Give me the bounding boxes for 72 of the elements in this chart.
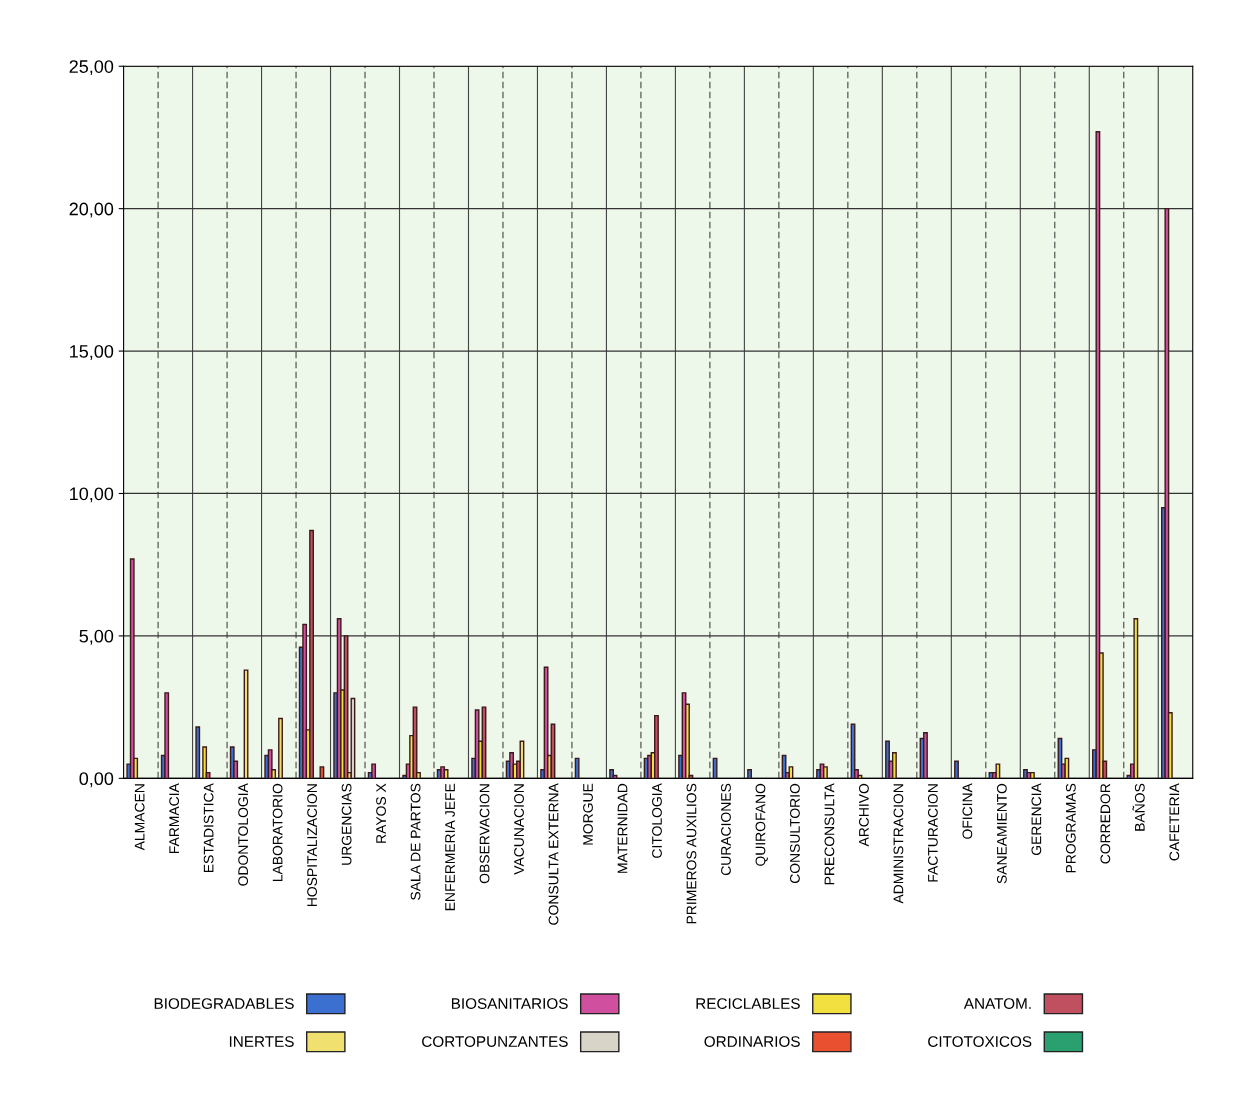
y-tick-label: 15,00	[70, 345, 114, 360]
legend-label: BIOSANITARIOS	[451, 998, 568, 1009]
legend-label: BIODEGRADABLES	[154, 998, 294, 1009]
x-tick-label: MORGUE	[583, 783, 593, 845]
bar	[129, 558, 135, 779]
x-tick-label: FACTURACION	[927, 784, 938, 882]
x-tick-label: CITOLOGIA	[652, 783, 662, 858]
x-tick-label: RAYOS X	[376, 783, 386, 843]
x-tick-label: VACUNACION	[514, 784, 524, 875]
bar	[164, 692, 170, 779]
legend-label: ANATOM.	[963, 998, 1031, 1009]
y-tick-label: 0,00	[79, 772, 114, 788]
x-tick-label: OFICINA	[962, 783, 973, 839]
bar	[609, 769, 615, 779]
legend-label: CORTOPUNZANTES	[422, 1036, 568, 1047]
legend-label: RECICLABLES	[696, 998, 800, 1009]
x-tick-label: ADMINISTRACION	[893, 784, 904, 904]
x-tick-label: SANEAMIENTO	[996, 783, 1007, 884]
bar	[654, 714, 659, 779]
legend-label: ORDINARIOS	[704, 1036, 800, 1047]
bar	[195, 726, 201, 779]
legend-label: INERTES	[229, 1036, 294, 1047]
bar	[371, 763, 377, 779]
x-tick-label: OBSERVACION	[479, 784, 490, 884]
bar	[885, 740, 890, 779]
x-tick-label: PRECONSULTA	[824, 783, 835, 885]
x-tick-label: ESTADISTICA	[203, 783, 214, 873]
y-tick-label: 25,00	[69, 60, 114, 76]
x-tick-label: ALMACEN	[134, 784, 145, 851]
x-tick-label: CURACIONES	[721, 783, 731, 876]
x-tick-label: PRIMEROS AUXILIOS	[686, 783, 697, 924]
x-tick-label: URGENCIAS	[341, 783, 352, 865]
x-tick-label: HOSPITALIZACION	[307, 784, 318, 907]
bar	[891, 751, 897, 779]
y-tick-label: 20,00	[69, 202, 114, 218]
bar	[309, 529, 314, 779]
x-tick-label: MATERNIDAD	[617, 783, 628, 873]
bar	[302, 623, 308, 779]
legend-label: CITOTOXICOS	[928, 1036, 1032, 1047]
y-tick-label: 5,00	[79, 629, 114, 645]
x-tick-label: LABORATORIO	[272, 783, 283, 882]
x-tick-label: ENFERMERIA JEFE	[445, 783, 455, 911]
bar	[1133, 618, 1139, 779]
bar	[202, 746, 208, 779]
x-tick-label: SALA DE PARTOS	[410, 783, 421, 900]
x-tick-label: GERENCIA	[1031, 783, 1042, 856]
x-tick-label: CAFETERIA	[1169, 783, 1180, 861]
bar	[823, 766, 828, 779]
bar	[923, 732, 928, 779]
x-tick-label: ODONTOLOGIA	[238, 783, 249, 886]
x-tick-label: ARCHIVO	[858, 783, 869, 847]
bar	[954, 760, 959, 779]
x-tick-label: FARMACIA	[169, 783, 180, 854]
bar	[543, 666, 549, 779]
bar	[509, 751, 515, 779]
bar	[747, 769, 752, 779]
y-tick-label: 10,00	[70, 487, 114, 503]
x-tick-label: PROGRAMAS	[1065, 783, 1076, 873]
bar	[1064, 757, 1070, 779]
x-tick-label: CONSULTA EXTERNA	[548, 783, 559, 925]
x-tick-label: CONSULTORIO	[790, 783, 800, 884]
bar	[278, 717, 283, 779]
bar	[1095, 131, 1101, 779]
bar	[574, 757, 580, 779]
bar	[1164, 207, 1170, 779]
bar	[267, 749, 273, 779]
bar	[319, 766, 325, 779]
x-tick-label: QUIROFANO	[755, 783, 768, 866]
x-tick-label: CORREDOR	[1100, 783, 1111, 864]
bar	[1023, 769, 1028, 779]
x-tick-label: BAÑOS	[1132, 783, 1145, 831]
bar	[995, 763, 1001, 779]
